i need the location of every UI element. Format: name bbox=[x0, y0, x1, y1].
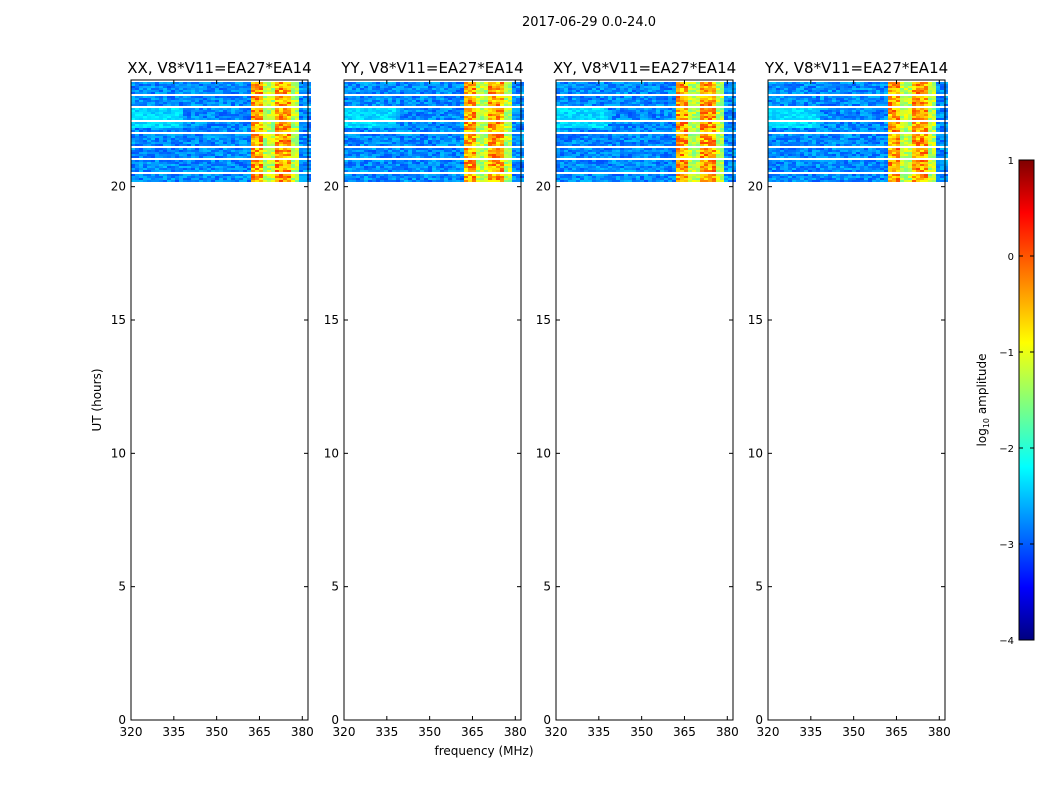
x-tick-label: 365 bbox=[673, 725, 696, 739]
y-tick-label: 10 bbox=[536, 446, 551, 460]
heatmap bbox=[768, 82, 948, 182]
y-tick-label: 20 bbox=[324, 180, 339, 194]
y-tick-label: 10 bbox=[324, 446, 339, 460]
y-tick-label: 15 bbox=[324, 313, 339, 327]
axes-frame bbox=[767, 79, 946, 721]
y-tick-label: 20 bbox=[111, 180, 126, 194]
panel-title: XY, V8*V11=EA27*EA14 bbox=[553, 59, 736, 77]
axes-frame bbox=[555, 79, 734, 721]
y-tick-label: 10 bbox=[111, 446, 126, 460]
colorbar-tick-label: 0 bbox=[1008, 252, 1014, 263]
x-tick-label: 380 bbox=[716, 725, 739, 739]
y-tick-label: 15 bbox=[748, 313, 763, 327]
x-tick-label: 335 bbox=[375, 725, 398, 739]
x-tick-label: 320 bbox=[333, 725, 356, 739]
colorbar-tick-label: −1 bbox=[999, 348, 1014, 359]
axes-frame bbox=[343, 79, 522, 721]
x-tick-label: 320 bbox=[120, 725, 143, 739]
y-tick-label: 0 bbox=[755, 713, 763, 727]
x-tick-label: 335 bbox=[162, 725, 185, 739]
heatmap bbox=[131, 82, 311, 182]
x-tick-label: 335 bbox=[799, 725, 822, 739]
axes-frame bbox=[130, 79, 309, 721]
y-tick-label: 15 bbox=[111, 313, 126, 327]
panels: XX, V8*V11=EA27*EA14 320 335 350 365 380 0 5 10 1… bbox=[90, 59, 951, 739]
x-tick-label: 365 bbox=[461, 725, 484, 739]
y-tick-label: 20 bbox=[536, 180, 551, 194]
x-axis-label: frequency (MHz) bbox=[434, 744, 533, 758]
panel-3: YX, V8*V11=EA27*EA14 320 335 350 365 380 0 5 10 1… bbox=[748, 59, 951, 739]
heatmap bbox=[556, 82, 736, 182]
x-tick-label: 365 bbox=[248, 725, 271, 739]
x-tick-label: 320 bbox=[545, 725, 568, 739]
panel-1: YY, V8*V11=EA27*EA14 320 335 350 365 380 0 5 10 1… bbox=[324, 59, 527, 739]
colorbar-tick-label: −3 bbox=[999, 540, 1014, 551]
y-axis-label: UT (hours) bbox=[90, 368, 104, 431]
y-tick-label: 5 bbox=[118, 580, 126, 594]
x-tick-label: 350 bbox=[418, 725, 441, 739]
figure-suptitle: 2017-06-29 0.0-24.0 bbox=[522, 15, 656, 30]
x-tick-label: 350 bbox=[842, 725, 865, 739]
panel-title: XX, V8*V11=EA27*EA14 bbox=[127, 59, 311, 77]
colorbar-label: log10 amplitude bbox=[975, 354, 991, 447]
panel-2: XY, V8*V11=EA27*EA14 320 335 350 365 380 0 5 10 1… bbox=[536, 59, 739, 739]
colorbar-tick-label: 1 bbox=[1008, 156, 1014, 167]
y-tick-label: 10 bbox=[748, 446, 763, 460]
x-tick-label: 335 bbox=[587, 725, 610, 739]
y-tick-label: 0 bbox=[118, 713, 126, 727]
y-tick-label: 5 bbox=[543, 580, 551, 594]
y-tick-label: 5 bbox=[331, 580, 339, 594]
panel-title: YX, V8*V11=EA27*EA14 bbox=[764, 59, 948, 77]
panel-0: XX, V8*V11=EA27*EA14 320 335 350 365 380 0 5 10 1… bbox=[90, 59, 314, 739]
panel-title: YY, V8*V11=EA27*EA14 bbox=[340, 59, 523, 77]
y-tick-label: 5 bbox=[755, 580, 763, 594]
colorbar-ticks: 1 0 −1 −2 −3 −4 bbox=[999, 156, 1034, 647]
x-tick-label: 350 bbox=[630, 725, 653, 739]
y-tick-label: 15 bbox=[536, 313, 551, 327]
colorbar-tick-label: −4 bbox=[999, 636, 1014, 647]
colorbar-gradient bbox=[1018, 159, 1035, 641]
x-tick-label: 380 bbox=[504, 725, 527, 739]
x-tick-label: 380 bbox=[291, 725, 314, 739]
y-tick-label: 20 bbox=[748, 180, 763, 194]
heatmap bbox=[344, 82, 524, 182]
x-tick-label: 350 bbox=[205, 725, 228, 739]
colorbar-tick-label: −2 bbox=[999, 444, 1014, 455]
y-tick-label: 0 bbox=[331, 713, 339, 727]
x-tick-label: 380 bbox=[928, 725, 951, 739]
x-tick-label: 320 bbox=[757, 725, 780, 739]
colorbar: 1 0 −1 −2 −3 −4 log10 amplitude bbox=[975, 156, 1035, 647]
y-tick-label: 0 bbox=[543, 713, 551, 727]
x-tick-label: 365 bbox=[885, 725, 908, 739]
